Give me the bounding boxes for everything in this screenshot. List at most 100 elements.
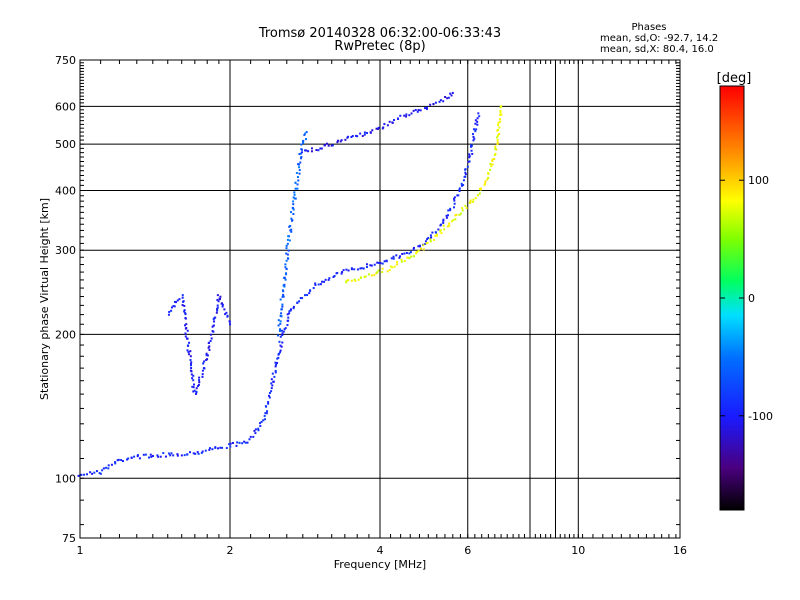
data-point (408, 256, 411, 259)
data-point (315, 149, 318, 152)
data-point (499, 111, 502, 114)
data-point (107, 464, 110, 467)
data-point (277, 353, 280, 356)
data-point (263, 414, 266, 417)
data-point (287, 316, 290, 319)
y-tick-label: 500 (55, 138, 76, 151)
data-point (459, 212, 462, 215)
data-point (279, 298, 282, 301)
data-point (393, 119, 396, 122)
data-point (184, 332, 187, 335)
data-point (491, 159, 494, 162)
data-point (275, 363, 278, 366)
data-point (281, 305, 284, 308)
data-point (284, 278, 287, 281)
data-point (305, 149, 308, 152)
data-point (280, 308, 283, 311)
data-point (386, 270, 389, 273)
data-point (196, 451, 199, 454)
data-point (168, 310, 171, 313)
data-point (454, 218, 457, 221)
data-point (493, 158, 496, 161)
data-point (202, 362, 205, 365)
data-point (293, 191, 296, 194)
data-point (379, 262, 382, 265)
data-point (274, 365, 277, 368)
data-point (277, 319, 280, 322)
data-point (271, 384, 274, 387)
data-point (417, 245, 420, 248)
data-point (211, 325, 214, 328)
data-point (493, 153, 496, 156)
data-point (350, 267, 353, 270)
data-point (429, 238, 432, 241)
data-point (254, 432, 257, 435)
data-point (440, 223, 443, 226)
data-point (321, 280, 324, 283)
data-point (229, 442, 232, 445)
data-point (126, 458, 129, 461)
data-point (406, 256, 409, 259)
data-point (499, 109, 502, 112)
data-point (219, 298, 222, 301)
data-point (426, 238, 429, 241)
data-point (429, 234, 432, 237)
data-point (102, 467, 105, 470)
x-axis-label: Frequency [MHz] (334, 558, 426, 571)
data-point (371, 129, 374, 132)
data-point (280, 329, 283, 332)
data-point (447, 214, 450, 217)
data-point (499, 120, 502, 123)
data-point (341, 271, 344, 274)
data-point (450, 94, 453, 97)
data-point (284, 327, 287, 330)
data-point (392, 257, 395, 260)
data-point (298, 153, 301, 156)
data-point (447, 209, 450, 212)
data-point (279, 320, 282, 323)
data-point (447, 96, 450, 99)
data-point (216, 309, 219, 312)
data-point (390, 257, 393, 260)
data-point (469, 199, 472, 202)
data-point (279, 344, 282, 347)
data-point (373, 263, 376, 266)
data-point (203, 360, 206, 363)
data-point (435, 233, 438, 236)
data-point (486, 178, 489, 181)
data-point (95, 470, 98, 473)
data-point (253, 429, 256, 432)
data-point (183, 309, 186, 312)
x-tick-label: 16 (673, 544, 687, 557)
data-point (159, 455, 162, 458)
data-point (412, 246, 415, 249)
data-point (175, 301, 178, 304)
data-point (353, 278, 356, 281)
data-point (197, 452, 200, 455)
data-point (198, 381, 201, 384)
data-point (105, 466, 108, 469)
data-point (260, 420, 263, 423)
data-point (191, 377, 194, 380)
data-point (299, 297, 302, 300)
data-point (267, 394, 270, 397)
data-point (491, 163, 494, 166)
data-point (460, 182, 463, 185)
data-point (383, 260, 386, 263)
data-point (270, 378, 273, 381)
data-point (151, 455, 154, 458)
data-point (292, 196, 295, 199)
data-point (405, 251, 408, 254)
data-point (347, 279, 350, 282)
data-point (391, 121, 394, 124)
data-point (469, 201, 472, 204)
data-point (149, 453, 152, 456)
data-point (350, 279, 353, 282)
data-point (405, 115, 408, 118)
data-point (280, 345, 283, 348)
data-point (214, 316, 217, 319)
data-point (494, 147, 497, 150)
data-point (453, 202, 456, 205)
data-point (188, 341, 191, 344)
data-point (403, 114, 406, 117)
